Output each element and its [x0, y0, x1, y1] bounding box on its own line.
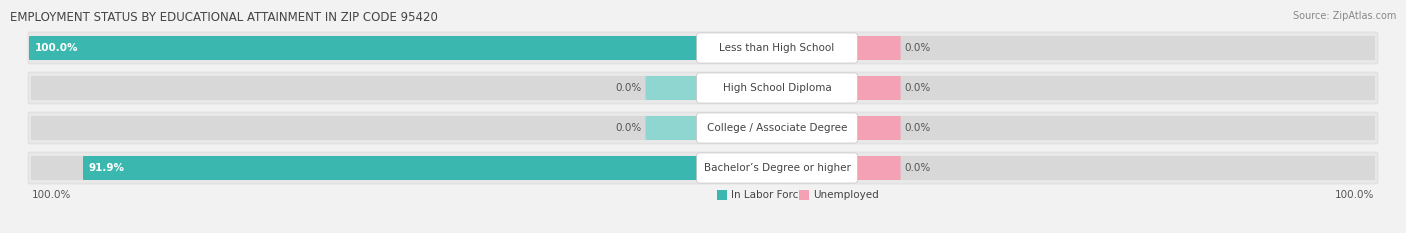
FancyBboxPatch shape	[31, 76, 697, 100]
Text: 100.0%: 100.0%	[1334, 190, 1374, 200]
FancyBboxPatch shape	[30, 36, 697, 60]
FancyBboxPatch shape	[28, 32, 1378, 64]
FancyBboxPatch shape	[696, 33, 858, 63]
Text: 0.0%: 0.0%	[904, 83, 931, 93]
FancyBboxPatch shape	[696, 153, 858, 183]
Text: EMPLOYMENT STATUS BY EDUCATIONAL ATTAINMENT IN ZIP CODE 95420: EMPLOYMENT STATUS BY EDUCATIONAL ATTAINM…	[10, 11, 437, 24]
Bar	[717, 190, 727, 200]
Text: 0.0%: 0.0%	[904, 163, 931, 173]
Text: In Labor Force: In Labor Force	[731, 190, 804, 200]
Text: Less than High School: Less than High School	[720, 43, 835, 53]
Text: College / Associate Degree: College / Associate Degree	[707, 123, 848, 133]
Bar	[799, 190, 808, 200]
FancyBboxPatch shape	[28, 112, 1378, 144]
Text: High School Diploma: High School Diploma	[723, 83, 831, 93]
FancyBboxPatch shape	[645, 76, 697, 100]
Text: 0.0%: 0.0%	[616, 123, 641, 133]
FancyBboxPatch shape	[856, 156, 1375, 180]
Text: 0.0%: 0.0%	[904, 43, 931, 53]
Text: Bachelor’s Degree or higher: Bachelor’s Degree or higher	[703, 163, 851, 173]
Text: Unemployed: Unemployed	[813, 190, 879, 200]
Text: 100.0%: 100.0%	[35, 43, 79, 53]
FancyBboxPatch shape	[856, 116, 900, 140]
FancyBboxPatch shape	[83, 156, 697, 180]
FancyBboxPatch shape	[856, 76, 900, 100]
FancyBboxPatch shape	[28, 72, 1378, 104]
FancyBboxPatch shape	[645, 116, 697, 140]
FancyBboxPatch shape	[696, 73, 858, 103]
Text: 0.0%: 0.0%	[616, 83, 641, 93]
FancyBboxPatch shape	[31, 36, 697, 60]
Text: 100.0%: 100.0%	[32, 190, 72, 200]
FancyBboxPatch shape	[856, 116, 1375, 140]
FancyBboxPatch shape	[856, 156, 900, 180]
Text: 91.9%: 91.9%	[89, 163, 125, 173]
FancyBboxPatch shape	[28, 152, 1378, 184]
FancyBboxPatch shape	[856, 36, 900, 60]
FancyBboxPatch shape	[696, 113, 858, 143]
Text: Source: ZipAtlas.com: Source: ZipAtlas.com	[1292, 11, 1396, 21]
FancyBboxPatch shape	[31, 116, 697, 140]
Text: 0.0%: 0.0%	[904, 123, 931, 133]
FancyBboxPatch shape	[856, 36, 1375, 60]
FancyBboxPatch shape	[31, 156, 697, 180]
FancyBboxPatch shape	[856, 76, 1375, 100]
